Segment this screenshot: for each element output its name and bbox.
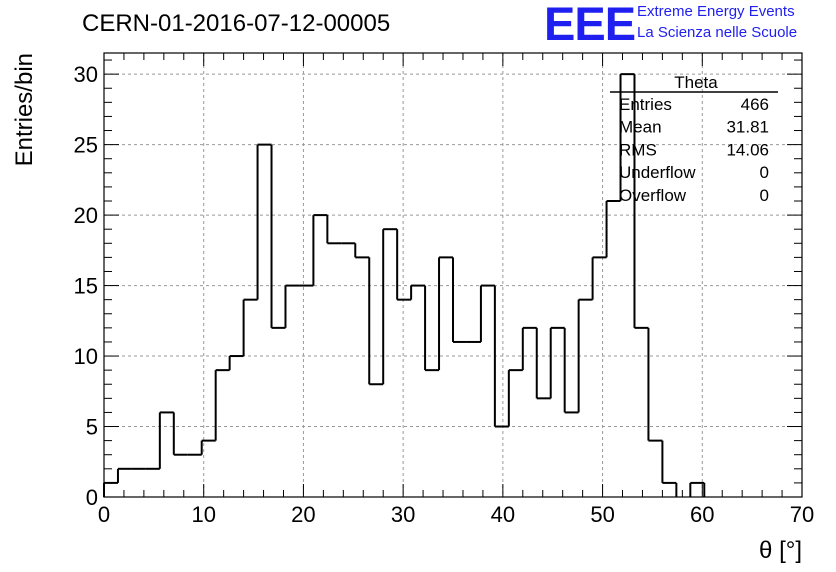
histogram-bin <box>382 228 398 385</box>
histogram-bin <box>689 481 705 497</box>
histogram-bin <box>410 284 426 300</box>
stats-label: Underflow <box>619 163 696 182</box>
histogram-bin <box>158 411 174 469</box>
histogram-bin <box>563 327 579 414</box>
histogram-bin <box>577 298 593 413</box>
stats-value: 466 <box>741 95 769 114</box>
histogram-bin <box>452 257 467 343</box>
stats-title: Theta <box>674 73 718 92</box>
y-tick-label: 25 <box>74 133 98 158</box>
x-axis-title: θ [°] <box>759 537 802 564</box>
stats-value: 14.06 <box>726 140 769 159</box>
eee-logo: EEE <box>544 0 636 50</box>
stats-label: Overflow <box>619 186 687 205</box>
y-tick-label: 20 <box>74 203 98 228</box>
histogram-bin <box>270 144 286 329</box>
y-tick-label: 0 <box>86 485 98 510</box>
histogram-bin <box>284 284 300 328</box>
histogram-bin <box>619 73 635 201</box>
stats-label: Mean <box>619 118 662 137</box>
histogram-bin <box>172 412 188 456</box>
histogram-bin <box>424 285 440 372</box>
histogram-bin <box>605 200 621 258</box>
histogram-bin <box>438 256 453 371</box>
x-tick-label: 60 <box>690 502 714 527</box>
histogram-bin <box>549 326 565 399</box>
histogram-marks <box>103 73 706 497</box>
x-tick-label: 40 <box>491 502 515 527</box>
histogram-bin <box>103 481 118 497</box>
histogram-bin <box>507 369 523 427</box>
histogram-bin <box>242 298 258 357</box>
histogram-bin <box>214 369 230 441</box>
histogram-bin <box>256 143 272 300</box>
histogram-bin <box>521 326 537 371</box>
x-tick-label: 20 <box>291 502 315 527</box>
histogram-bin <box>312 214 328 286</box>
y-axis-title: Entries/bin <box>11 53 38 166</box>
logo-subtitle-line2: La Scienza nelle Scuole <box>637 24 798 41</box>
histogram-bin <box>326 215 342 245</box>
histogram-bin <box>354 243 370 259</box>
histogram-bin <box>200 439 216 455</box>
x-tick-label: 70 <box>790 502 814 527</box>
histogram-bin <box>228 355 244 371</box>
logo-subtitle-line1: Extreme Energy Events <box>637 3 795 20</box>
histogram-bin <box>396 229 412 301</box>
y-tick-label: 5 <box>86 415 98 440</box>
y-tick-label: 10 <box>74 344 98 369</box>
stats-value: 0 <box>760 186 769 205</box>
x-tick-label: 0 <box>98 502 110 527</box>
histogram-bin <box>493 285 509 428</box>
stats-label: RMS <box>619 140 657 159</box>
histogram-bin <box>368 257 384 386</box>
histogram-bin <box>661 440 677 484</box>
stats-label: Entries <box>619 95 672 114</box>
x-tick-label: 50 <box>590 502 614 527</box>
stats-value: 31.81 <box>726 118 769 137</box>
plot-frame <box>103 52 803 498</box>
histogram-bin <box>647 327 663 442</box>
chart-title: CERN-01-2016-07-12-00005 <box>82 10 391 37</box>
histogram-bin <box>633 74 649 329</box>
x-tick-label: 10 <box>191 502 215 527</box>
histogram-bin <box>479 284 495 342</box>
axes: 0 10 20 30 40 50 60 70 0 5 10 15 20 25 30 θ [°] Entries/… <box>11 52 814 564</box>
x-tick-label: 30 <box>391 502 415 527</box>
histogram-bin <box>591 256 607 300</box>
histogram-bin <box>535 327 551 400</box>
grid-lines <box>104 53 802 497</box>
stats-value: 0 <box>760 163 769 182</box>
y-tick-label: 30 <box>74 62 98 87</box>
histogram-bin <box>116 467 132 483</box>
y-tick-label: 15 <box>74 274 98 299</box>
